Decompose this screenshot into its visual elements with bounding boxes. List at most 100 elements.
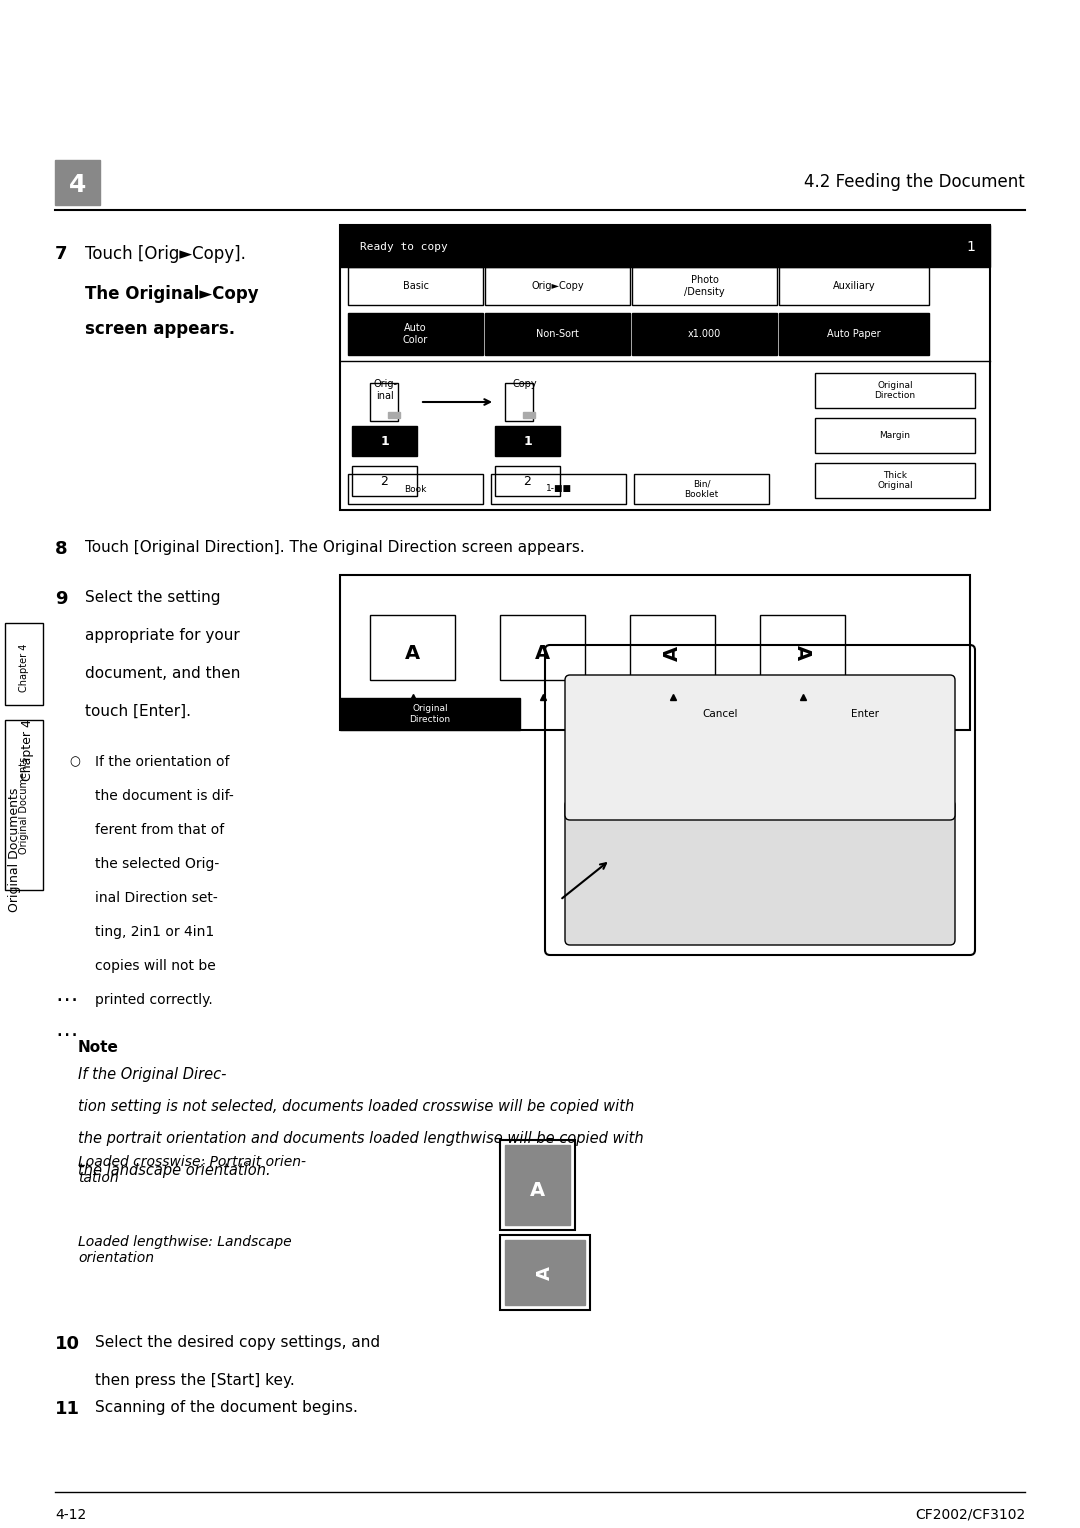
Text: 2: 2: [524, 475, 531, 487]
Bar: [5, 720, 43, 889]
Bar: [5, 623, 43, 704]
Text: Photo
/Density: Photo /Density: [685, 275, 725, 296]
Text: touch [Enter].: touch [Enter].: [85, 704, 191, 720]
Text: A: A: [663, 645, 681, 660]
Bar: [5, 779, 40, 920]
Text: Select the desired copy settings, and: Select the desired copy settings, and: [95, 1335, 380, 1351]
Text: 4: 4: [69, 173, 86, 197]
Text: Book: Book: [404, 484, 427, 494]
Bar: [348, 267, 483, 306]
Text: Scanning of the document begins.: Scanning of the document begins.: [95, 1400, 357, 1415]
Bar: [55, 160, 100, 205]
Bar: [348, 474, 483, 504]
Text: CF2002/CF3102: CF2002/CF3102: [915, 1508, 1025, 1522]
Bar: [495, 426, 561, 455]
Bar: [495, 466, 561, 497]
Text: A: A: [530, 1181, 545, 1199]
Text: the selected Orig-: the selected Orig-: [95, 857, 219, 871]
Text: Orig-
inal: Orig- inal: [373, 379, 397, 400]
Text: The Original►Copy: The Original►Copy: [85, 286, 258, 303]
Text: the portrait orientation and documents loaded lengthwise will be copied with: the portrait orientation and documents l…: [78, 1131, 644, 1146]
Text: x1.000: x1.000: [688, 329, 721, 339]
Bar: [340, 225, 990, 267]
Bar: [340, 575, 970, 730]
Text: Bin/
Booklet: Bin/ Booklet: [685, 480, 718, 498]
Text: the landscape orientation.: the landscape orientation.: [78, 1163, 271, 1178]
Text: inal Direction set-: inal Direction set-: [95, 891, 218, 905]
Bar: [348, 313, 483, 354]
Bar: [500, 1140, 575, 1230]
Bar: [500, 614, 585, 680]
Text: A: A: [793, 645, 812, 660]
Text: Select the setting: Select the setting: [85, 590, 220, 605]
Text: 10: 10: [55, 1335, 80, 1352]
Bar: [505, 384, 534, 422]
FancyBboxPatch shape: [565, 801, 955, 944]
Text: appropriate for your: appropriate for your: [85, 628, 240, 643]
Text: the document is dif-: the document is dif-: [95, 788, 233, 804]
Text: 2: 2: [380, 475, 389, 487]
Text: ○: ○: [69, 755, 80, 769]
Text: ting, 2in1 or 4in1: ting, 2in1 or 4in1: [95, 924, 214, 940]
Text: Original Documents: Original Documents: [19, 756, 29, 854]
Text: Cancel: Cancel: [702, 709, 738, 720]
Text: Original Documents: Original Documents: [9, 788, 22, 912]
Text: 1: 1: [523, 434, 531, 448]
Text: Ready to copy: Ready to copy: [360, 241, 448, 252]
Text: Touch [Orig►Copy].: Touch [Orig►Copy].: [85, 244, 246, 263]
Text: Thick
Original: Thick Original: [877, 471, 913, 490]
Bar: [760, 614, 845, 680]
Text: Original
Direction: Original Direction: [409, 704, 450, 724]
Bar: [491, 474, 626, 504]
Text: document, and then: document, and then: [85, 666, 241, 681]
Text: A: A: [535, 643, 550, 663]
Bar: [632, 267, 777, 306]
Text: 8: 8: [55, 539, 68, 558]
Text: Note: Note: [78, 1041, 119, 1054]
Text: A: A: [536, 1267, 554, 1280]
Bar: [630, 614, 715, 680]
Bar: [340, 225, 990, 510]
Bar: [634, 474, 769, 504]
Text: Loaded crosswise: Portrait orien-
tation: Loaded crosswise: Portrait orien- tation: [78, 1155, 306, 1186]
Bar: [370, 384, 399, 422]
Text: copies will not be: copies will not be: [95, 960, 216, 973]
Bar: [505, 1144, 570, 1225]
Bar: [632, 313, 777, 354]
Text: 1-■■: 1-■■: [545, 484, 571, 494]
Text: 9: 9: [55, 590, 67, 608]
Bar: [815, 373, 975, 408]
Text: 4-12: 4-12: [55, 1508, 86, 1522]
Text: 11: 11: [55, 1400, 80, 1418]
Text: Auto Paper: Auto Paper: [827, 329, 881, 339]
FancyBboxPatch shape: [565, 675, 955, 821]
Text: Loaded lengthwise: Landscape
orientation: Loaded lengthwise: Landscape orientation: [78, 1235, 292, 1265]
Text: 7: 7: [55, 244, 67, 263]
Text: Enter: Enter: [851, 709, 879, 720]
Text: Basic: Basic: [403, 281, 429, 290]
Bar: [779, 267, 929, 306]
Bar: [388, 413, 400, 419]
Bar: [505, 1241, 585, 1305]
Bar: [352, 426, 417, 455]
Text: Margin: Margin: [879, 431, 910, 440]
Bar: [660, 698, 780, 730]
Text: ferent from that of: ferent from that of: [95, 824, 225, 837]
Text: Touch [Original Direction]. The Original Direction screen appears.: Touch [Original Direction]. The Original…: [85, 539, 584, 555]
Text: Auxiliary: Auxiliary: [833, 281, 875, 290]
Bar: [779, 313, 929, 354]
Text: Chapter 4: Chapter 4: [22, 720, 35, 781]
Bar: [805, 698, 924, 730]
Text: printed correctly.: printed correctly.: [95, 993, 213, 1007]
Text: 1: 1: [380, 434, 389, 448]
Text: 4.2 Feeding the Document: 4.2 Feeding the Document: [805, 173, 1025, 191]
Text: Orig►Copy: Orig►Copy: [531, 281, 584, 290]
Text: Original
Direction: Original Direction: [875, 380, 916, 400]
Bar: [523, 413, 535, 419]
Bar: [370, 614, 455, 680]
Bar: [340, 698, 519, 730]
Text: If the orientation of: If the orientation of: [95, 755, 229, 769]
Text: …: …: [55, 986, 78, 1005]
Bar: [485, 313, 630, 354]
Text: then press the [Start] key.: then press the [Start] key.: [95, 1374, 295, 1387]
